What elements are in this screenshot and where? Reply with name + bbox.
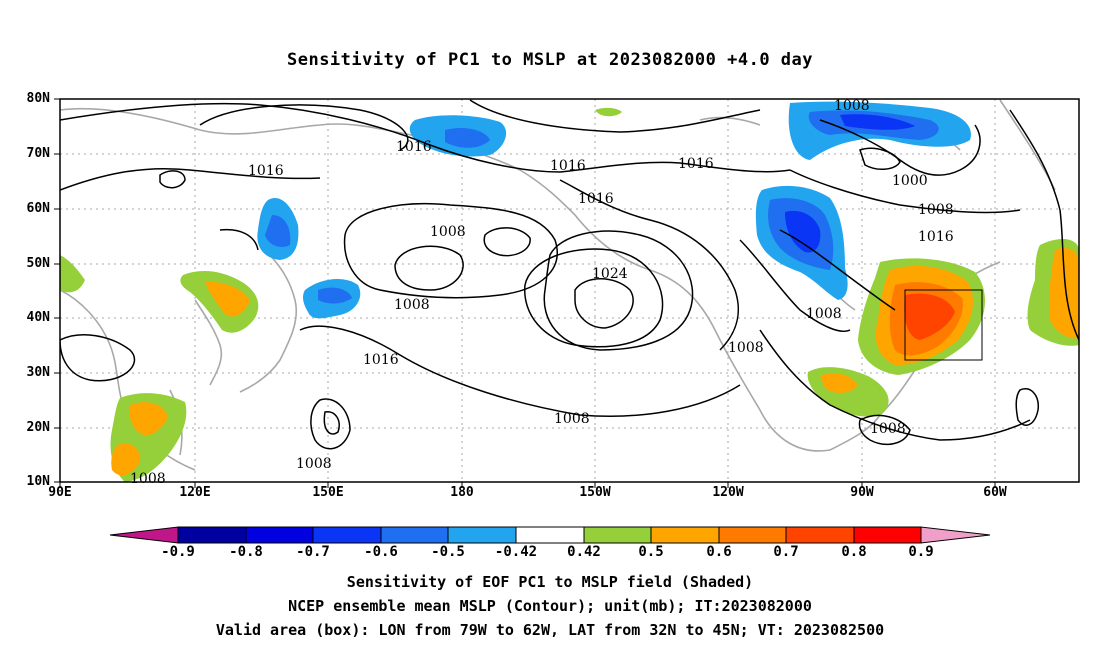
colorbar-box	[718, 526, 787, 544]
caption-line-1: Sensitivity of EOF PC1 to MSLP field (Sh…	[346, 573, 754, 591]
lon-label: 90W	[850, 485, 874, 500]
contour-label: 1016	[550, 158, 586, 174]
contour-label: 1008	[394, 297, 430, 313]
colorbar-high-triangle	[920, 526, 991, 544]
contour-label: 1008	[554, 411, 590, 427]
colorbar-box	[380, 526, 449, 544]
lon-label: 150W	[579, 485, 611, 500]
contour-label: 1016	[248, 163, 284, 179]
caption-line-2: NCEP ensemble mean MSLP (Contour); unit(…	[288, 597, 812, 615]
colorbar-box	[583, 526, 652, 544]
colorbar-tick-label: 0.5	[638, 544, 664, 560]
contour-label: 1008	[834, 98, 870, 114]
lon-label: 150E	[312, 485, 344, 500]
lat-label: 70N	[26, 146, 50, 161]
colorbar-box	[853, 526, 922, 544]
chart-title: Sensitivity of PC1 to MSLP at 2023082000…	[286, 50, 813, 70]
lon-label: 120W	[712, 485, 744, 500]
caption-line-3: Valid area (box): LON from 79W to 62W, L…	[215, 621, 885, 639]
colorbar-tick-label: -0.42	[494, 544, 538, 560]
plot-frame	[59, 98, 1080, 483]
lat-label: 20N	[26, 420, 50, 435]
lon-label: 90E	[48, 485, 72, 500]
lon-label: 120E	[179, 485, 211, 500]
lon-label: 60W	[983, 485, 1007, 500]
lat-label: 60N	[26, 201, 50, 216]
contour-label: 1016	[396, 139, 432, 155]
lat-label: 50N	[26, 256, 50, 271]
contour-label: 1008	[870, 421, 906, 437]
lat-label: 40N	[26, 310, 50, 325]
contour-label: 1008	[806, 306, 842, 322]
colorbar	[109, 526, 991, 544]
colorbar-box	[515, 526, 585, 544]
colorbar-box	[177, 526, 247, 544]
colorbar-tick-label: -0.9	[161, 544, 195, 560]
contour-label: 1000	[892, 173, 928, 189]
lat-label: 80N	[26, 91, 50, 106]
lon-label: 180	[450, 485, 474, 500]
contour-label: 1008	[728, 340, 764, 356]
contour-label: 1016	[918, 229, 954, 245]
colorbar-tick-label: -0.7	[296, 544, 330, 560]
colorbar-tick-label: 0.7	[773, 544, 799, 560]
valid-area-box	[904, 289, 983, 361]
contour-label: 1008	[296, 456, 332, 472]
contour-label: 1016	[363, 352, 399, 368]
contour-label: 1008	[130, 471, 166, 487]
colorbar-tick-label: 0.42	[567, 544, 601, 560]
colorbar-tick-label: 0.9	[908, 544, 934, 560]
tick-marks	[54, 98, 996, 488]
contour-labels: 1008 1016 1016 1016 1016 1000 1008 1016 …	[248, 98, 954, 472]
colorbar-low-triangle	[109, 526, 179, 544]
contour-label: 1008	[918, 202, 954, 218]
contour-label: 1008	[430, 224, 466, 240]
colorbar-tick-label: 0.8	[841, 544, 867, 560]
mslp-contours	[60, 99, 1079, 450]
colorbar-box	[447, 526, 517, 544]
colorbar-box	[312, 526, 382, 544]
contour-label: 1016	[678, 156, 714, 172]
colorbar-tick-label: -0.8	[229, 544, 263, 560]
colorbar-tick-label: -0.6	[364, 544, 398, 560]
colorbar-box	[785, 526, 855, 544]
colorbar-tick-label: -0.5	[431, 544, 465, 560]
lat-label: 10N	[26, 474, 50, 489]
sensitivity-shading	[60, 101, 1079, 482]
colorbar-tick-label: 0.6	[706, 544, 732, 560]
lat-label: 30N	[26, 365, 50, 380]
contour-label: 1024	[592, 266, 628, 282]
grid-lines	[60, 99, 1079, 482]
contour-label: 1016	[578, 191, 614, 207]
colorbar-box	[650, 526, 720, 544]
colorbar-box	[245, 526, 314, 544]
